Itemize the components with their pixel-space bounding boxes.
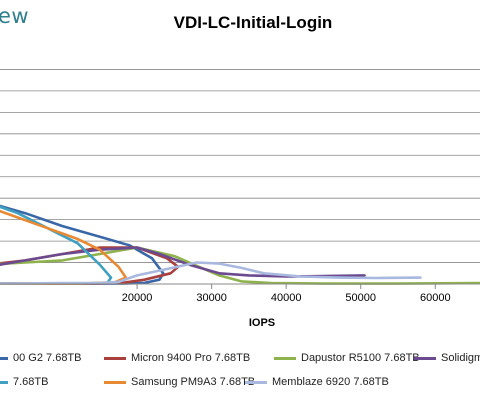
legend-swatch <box>104 380 126 384</box>
legend-label: 7.68TB <box>13 376 49 388</box>
x-axis-label: IOPS <box>249 317 275 329</box>
legend-label: Dapustor R5100 7.68TB <box>301 352 420 364</box>
gridlines <box>0 69 480 263</box>
series-line-00-g2-7-68tb <box>0 204 165 285</box>
x-tick-label: 30000 <box>196 292 227 304</box>
x-tick-label: 50000 <box>345 292 376 304</box>
legend-item: 7.68TB <box>0 376 48 388</box>
legend-swatch <box>274 356 296 360</box>
x-tick-label: 40000 <box>271 292 302 304</box>
x-axis: 20000 30000 40000 50000 60000 <box>0 283 480 304</box>
legend-swatch <box>104 356 126 360</box>
legend-item: 00 G2 7.68TB <box>0 352 82 364</box>
series-line-7-68tb <box>0 205 113 285</box>
series-lines <box>0 204 480 285</box>
legend-item: Dapustor R5100 7.68TB <box>274 352 420 364</box>
legend-item: Solidigm <box>414 352 480 364</box>
legend-swatch <box>414 356 436 360</box>
legend-item: Micron 9400 Pro 7.68TB <box>104 352 250 364</box>
legend: 00 G2 7.68TB Micron 9400 Pro 7.68TB Dapust… <box>0 348 480 398</box>
series-line-memblaze-6920-7-68tb <box>0 261 422 285</box>
legend-label: 00 G2 7.68TB <box>13 352 82 364</box>
x-tick-label: 60000 <box>420 292 451 304</box>
chart-title: VDI-LC-Initial-Login <box>173 13 333 32</box>
brand-logo-text: ew <box>0 4 30 28</box>
legend-item: Memblaze 6920 7.68TB <box>245 376 389 388</box>
legend-item: Samsung PM9A3 7.68TB <box>104 376 255 388</box>
legend-swatch <box>0 380 8 384</box>
legend-label: Samsung PM9A3 7.68TB <box>131 376 256 388</box>
x-tick-label: 20000 <box>122 292 153 304</box>
legend-label: Micron 9400 Pro 7.68TB <box>131 352 251 364</box>
legend-swatch <box>245 380 267 384</box>
legend-label: Memblaze 6920 7.68TB <box>272 376 389 388</box>
legend-swatch <box>0 356 8 360</box>
legend-label: Solidigm <box>441 352 480 364</box>
